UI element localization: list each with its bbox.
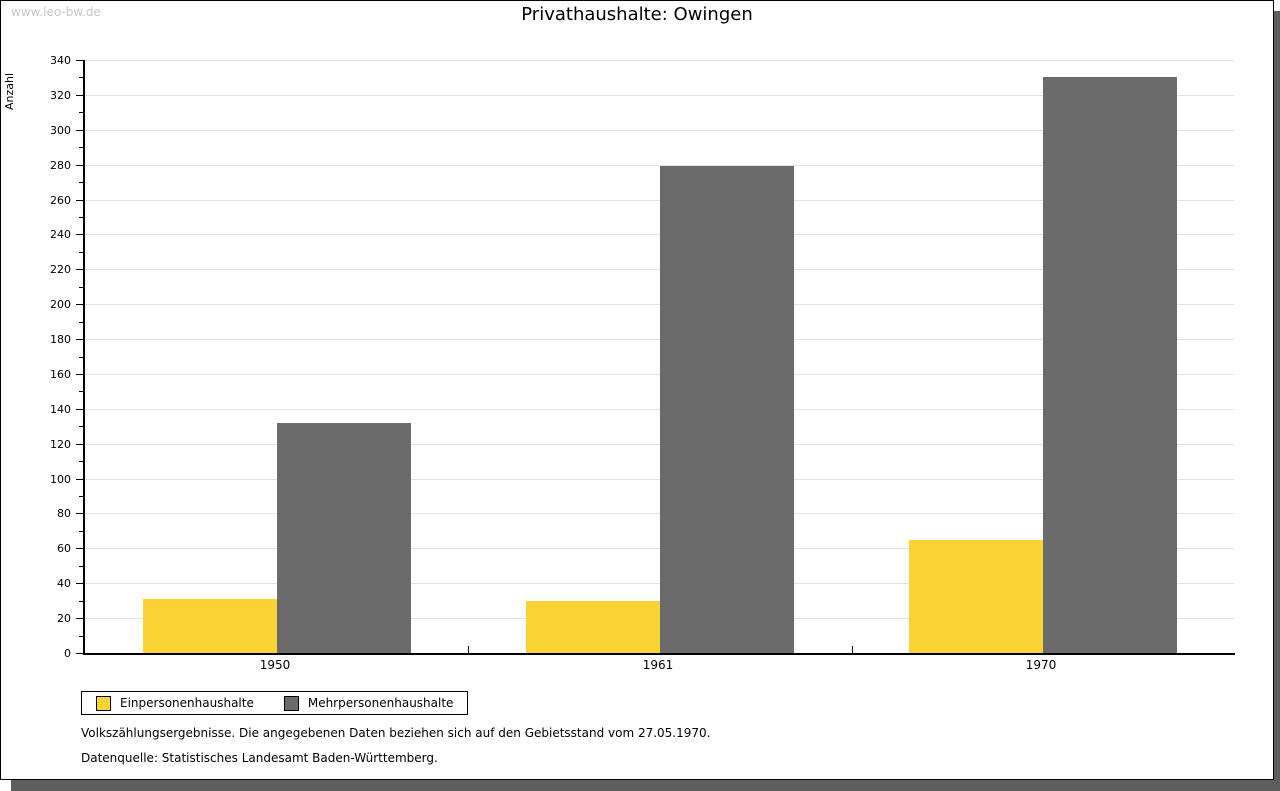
footnote-source-note: Volkszählungsergebnisse. Die angegebenen… — [81, 726, 711, 740]
y-axis-minor-tick-30 — [79, 601, 83, 602]
y-axis-minor-tick-190 — [79, 322, 83, 323]
y-axis-major-tick-300 — [76, 130, 83, 131]
y-axis-minor-tick-310 — [79, 112, 83, 113]
y-axis-major-tick-200 — [76, 304, 83, 305]
y-axis-minor-tick-170 — [79, 357, 83, 358]
y-tick-label-60: 60 — [57, 542, 71, 555]
chart-title: Privathaushalte: Owingen — [521, 4, 753, 25]
y-axis-major-tick-240 — [76, 234, 83, 235]
y-axis-major-tick-80 — [76, 513, 83, 514]
watermark-text: www.leo-bw.de — [11, 5, 101, 19]
y-axis-major-tick-160 — [76, 374, 83, 375]
y-axis-minor-tick-230 — [79, 252, 83, 253]
y-tick-label-160: 160 — [50, 368, 71, 381]
y-axis-minor-tick-50 — [79, 566, 83, 567]
gridline-300 — [85, 130, 1235, 131]
y-tick-label-320: 320 — [50, 89, 71, 102]
gridline-320 — [85, 95, 1235, 96]
y-tick-label-100: 100 — [50, 473, 71, 486]
legend-label-mehrpersonenhaushalte: Mehrpersonenhaushalte — [307, 696, 454, 710]
gridline-340 — [85, 60, 1235, 61]
y-axis-major-tick-100 — [76, 479, 83, 480]
category-label-1950: 1950 — [259, 658, 291, 672]
y-axis-major-tick-0 — [76, 653, 83, 654]
y-axis-minor-tick-90 — [79, 496, 83, 497]
y-tick-label-340: 340 — [50, 54, 71, 67]
y-axis-major-tick-280 — [76, 165, 83, 166]
y-axis-major-tick-340 — [76, 60, 83, 61]
y-axis-major-tick-140 — [76, 409, 83, 410]
bar-mehrpersonenhaushalte-1950 — [277, 423, 411, 653]
y-tick-label-300: 300 — [50, 124, 71, 137]
bar-einpersonenhaushalte-1970 — [909, 540, 1043, 653]
y-tick-label-140: 140 — [50, 403, 71, 416]
y-tick-label-280: 280 — [50, 159, 71, 172]
y-axis-minor-tick-270 — [79, 182, 83, 183]
y-tick-label-260: 260 — [50, 194, 71, 207]
gridline-280 — [85, 165, 1235, 166]
y-axis-minor-tick-110 — [79, 461, 83, 462]
y-tick-label-40: 40 — [57, 577, 71, 590]
y-axis-minor-tick-250 — [79, 217, 83, 218]
y-tick-label-220: 220 — [50, 263, 71, 276]
y-axis-minor-tick-130 — [79, 426, 83, 427]
plot-area — [76, 60, 1235, 655]
y-axis-tick-labels: 0 20 40 60 80 100 120 140 160 180 200 220 240 260 280 3… — [1, 54, 71, 660]
y-axis-minor-tick-290 — [79, 147, 83, 148]
y-axis-minor-tick-150 — [79, 391, 83, 392]
bar-mehrpersonenhaushalte-1970 — [1043, 77, 1177, 653]
y-axis-minor-tick-70 — [79, 531, 83, 532]
category-label-1961: 1961 — [642, 658, 674, 672]
y-axis-major-tick-20 — [76, 618, 83, 619]
y-axis-major-tick-60 — [76, 548, 83, 549]
y-tick-label-80: 80 — [57, 507, 71, 520]
y-axis-major-tick-220 — [76, 269, 83, 270]
legend-label-einpersonenhaushalte: Einpersonenhaushalte — [120, 696, 254, 710]
y-tick-label-240: 240 — [50, 228, 71, 241]
x-axis-tick-1 — [468, 646, 469, 653]
y-axis-minor-tick-330 — [79, 77, 83, 78]
legend-swatch-einpersonenhaushalte — [96, 695, 111, 711]
bar-einpersonenhaushalte-1961 — [526, 601, 660, 653]
y-tick-label-120: 120 — [50, 438, 71, 451]
x-axis-tick-2 — [852, 646, 853, 653]
y-axis-minor-tick-210 — [79, 287, 83, 288]
legend-item-einpersonenhaushalte: Einpersonenhaushalte — [96, 695, 254, 711]
y-axis-minor-tick-10 — [79, 636, 83, 637]
bar-einpersonenhaushalte-1950 — [143, 599, 277, 653]
y-tick-label-180: 180 — [50, 333, 71, 346]
footnote-data-source: Datenquelle: Statistisches Landesamt Bad… — [81, 751, 438, 765]
bar-mehrpersonenhaushalte-1961 — [660, 166, 794, 653]
y-axis-major-tick-320 — [76, 95, 83, 96]
legend-swatch-mehrpersonenhaushalte — [283, 695, 299, 711]
category-label-1970: 1970 — [1025, 658, 1057, 672]
legend: Einpersonenhaushalte Mehrpersonenhaushal… — [81, 691, 469, 715]
y-axis-major-tick-40 — [76, 583, 83, 584]
y-axis-major-tick-180 — [76, 339, 83, 340]
y-tick-label-20: 20 — [57, 612, 71, 625]
y-tick-label-200: 200 — [50, 298, 71, 311]
y-axis-major-tick-120 — [76, 444, 83, 445]
y-tick-label-0: 0 — [64, 647, 71, 660]
y-axis-major-tick-260 — [76, 200, 83, 201]
x-axis-category-labels: 1950 1961 1970 — [83, 658, 1233, 674]
legend-item-mehrpersonenhaushalte: Mehrpersonenhaushalte — [283, 695, 454, 711]
